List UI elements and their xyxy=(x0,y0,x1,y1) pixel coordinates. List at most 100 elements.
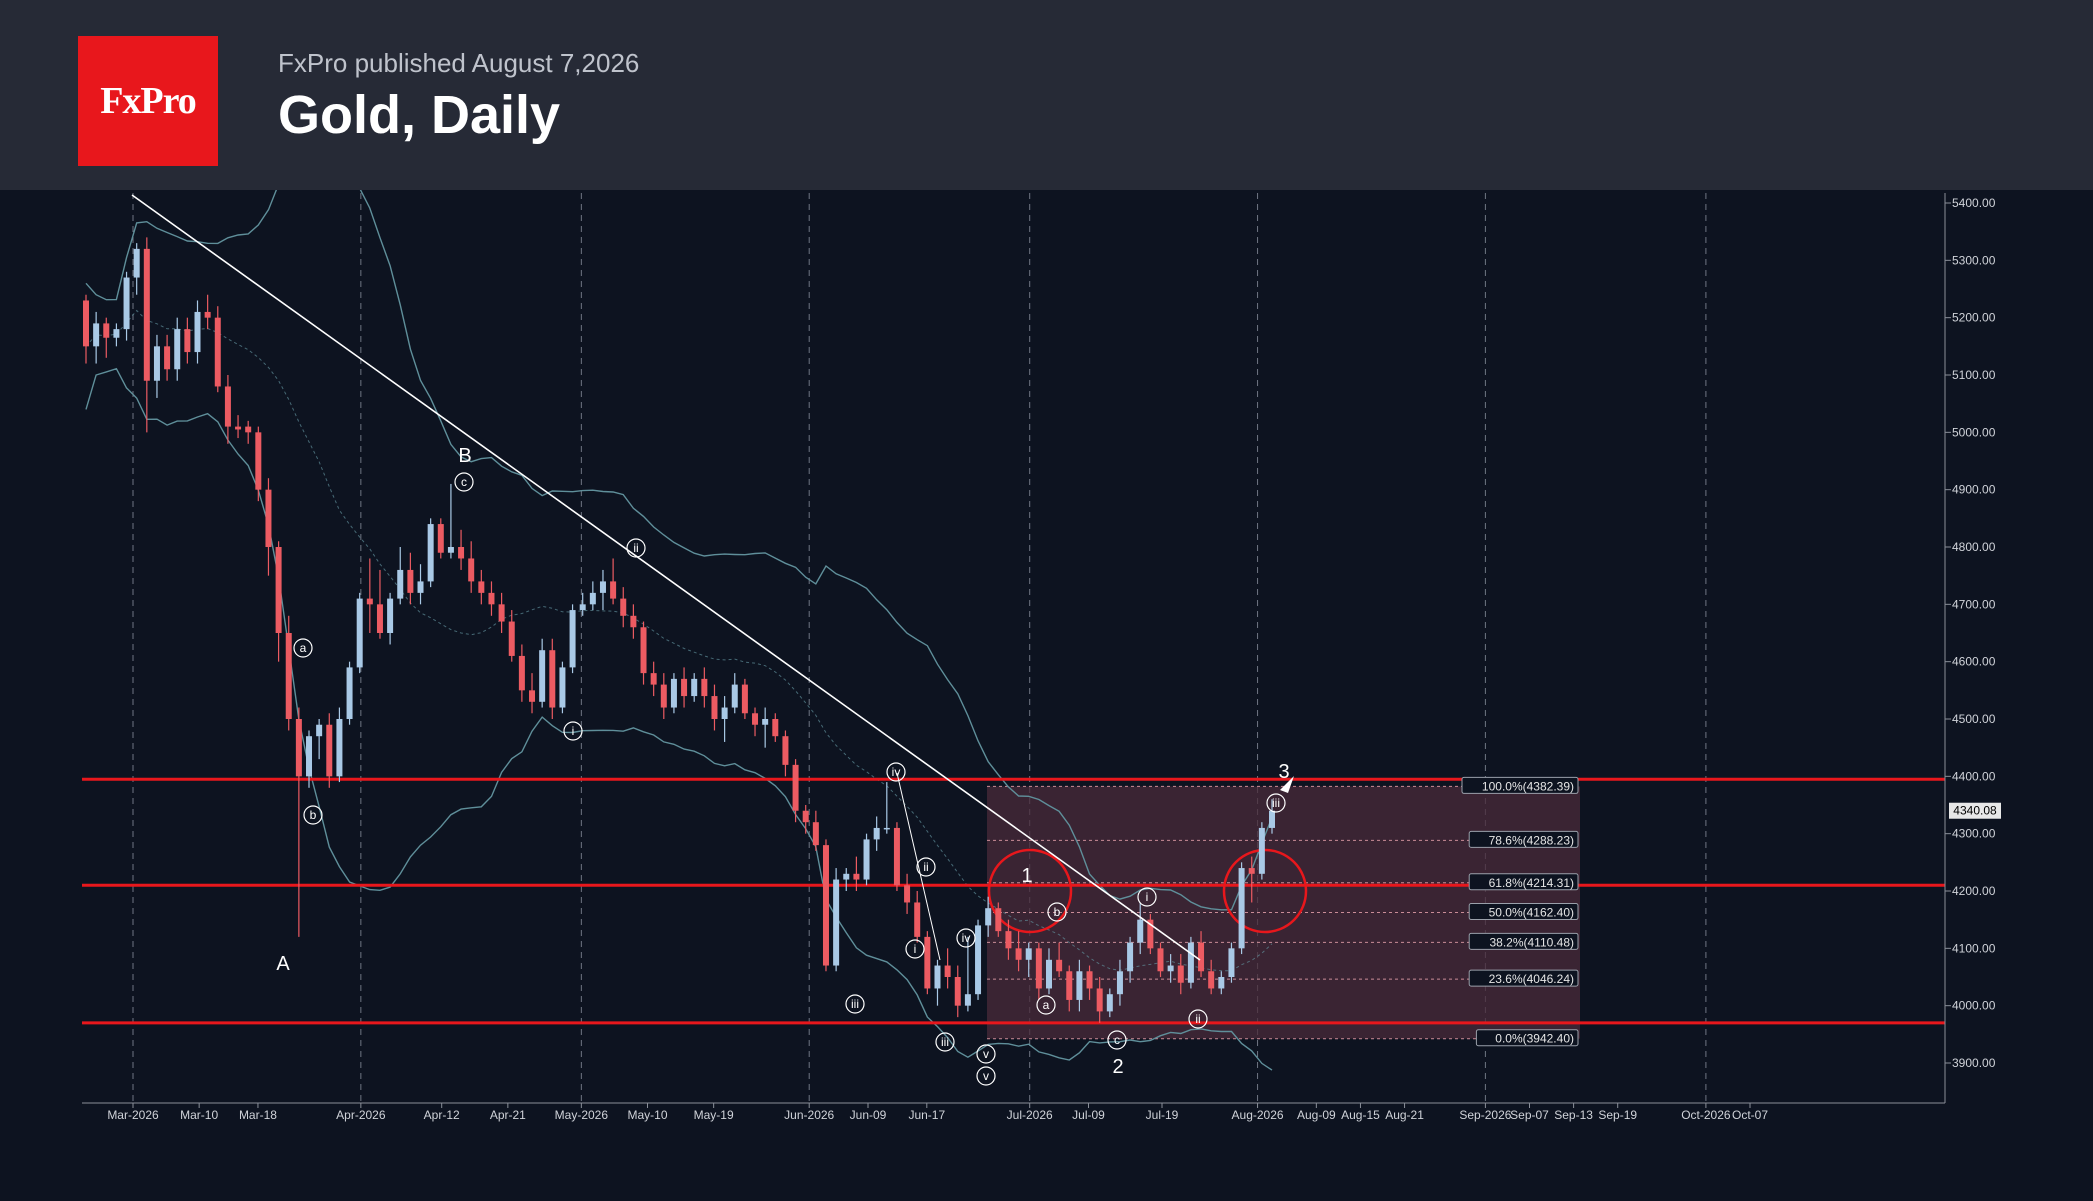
time-tick-label: Jun-09 xyxy=(850,1108,887,1122)
candle-body xyxy=(174,329,181,370)
candle-body xyxy=(944,965,951,977)
candle-body xyxy=(488,592,495,605)
price-tick-label: 5400.00 xyxy=(1952,196,1996,210)
time-tick-label: Jun-17 xyxy=(908,1108,945,1122)
wave-label-circle xyxy=(935,1032,955,1052)
arrow-icon xyxy=(1280,776,1294,793)
price-tick-label: 5200.00 xyxy=(1952,311,1996,325)
candle-body xyxy=(356,598,363,668)
fib-label: 38.2%(4110.48) xyxy=(1489,935,1574,949)
price-tick-label: 4200.00 xyxy=(1952,884,1996,898)
candle-body xyxy=(873,827,880,840)
wave-label-circle xyxy=(916,857,936,877)
time-tick-label: Apr-2026 xyxy=(336,1108,386,1122)
fib-label: 23.6%(4046.24) xyxy=(1489,972,1574,986)
wave-label: i xyxy=(1146,890,1149,904)
wave-label: b xyxy=(1054,905,1061,919)
wave-label: iii xyxy=(851,997,859,1011)
candle-body xyxy=(934,965,941,989)
candle-body xyxy=(164,346,171,370)
time-tick-label: Mar-18 xyxy=(239,1108,277,1122)
wave-label-circle xyxy=(845,994,865,1014)
wave-label: 1 xyxy=(1021,865,1032,887)
price-tick-label: 4900.00 xyxy=(1952,483,1996,497)
fib-label: 100.0%(4382.39) xyxy=(1482,779,1574,793)
wave-label-circle xyxy=(1266,793,1286,813)
wave-line xyxy=(896,772,941,961)
candle-body xyxy=(741,684,748,714)
candle-body xyxy=(1086,971,1093,989)
time-tick-label: Sep-2026 xyxy=(1459,1108,1511,1122)
candle-body xyxy=(346,667,353,719)
candle-body xyxy=(437,524,444,553)
candle-body xyxy=(975,925,982,995)
candle-body xyxy=(1076,971,1083,1000)
candle-body xyxy=(863,839,870,880)
middle-band xyxy=(85,309,1273,972)
price-tick-label: 4600.00 xyxy=(1952,655,1996,669)
candle-body xyxy=(214,317,221,387)
candle-body xyxy=(1056,959,1063,972)
candle-body xyxy=(1167,965,1174,972)
candle-body xyxy=(853,873,860,880)
candle-body xyxy=(589,592,596,605)
price-tick-label: 4400.00 xyxy=(1952,769,1996,783)
price-tick-label: 4500.00 xyxy=(1952,712,1996,726)
candle-body xyxy=(529,690,536,702)
wave-label: ii xyxy=(1195,1012,1200,1026)
fib-label: 78.6%(4288.23) xyxy=(1489,833,1574,847)
time-tick-label: Apr-12 xyxy=(424,1108,460,1122)
wave-label: c xyxy=(461,475,467,489)
candle-body xyxy=(924,936,931,989)
candle-body xyxy=(762,719,769,725)
candle-body xyxy=(599,581,606,593)
candle-body xyxy=(711,696,718,719)
wave-label-circle xyxy=(303,805,323,825)
candle-body xyxy=(691,678,698,697)
candle-body xyxy=(620,598,627,616)
candle-body xyxy=(1228,948,1235,977)
candle-body xyxy=(255,432,262,490)
candle-body xyxy=(458,547,465,559)
wave-label-circle xyxy=(1036,995,1056,1015)
time-tick-label: Jul-19 xyxy=(1146,1108,1179,1122)
time-tick-label: May-19 xyxy=(694,1108,734,1122)
logo-text: FxPro xyxy=(100,80,197,122)
fib-label: 50.0%(4162.40) xyxy=(1489,906,1574,920)
chart-header: FxPro FxPro published August 7,2026 Gold… xyxy=(0,0,2093,190)
wave-label: iv xyxy=(962,931,971,945)
wave-label-circle xyxy=(905,939,925,959)
chart-area[interactable]: A B 1 2 3 a b c i ii iv ii iii i iv iii v v a b c i ii iii 100.… xyxy=(0,115,2093,1196)
fib-label: 61.8%(4214.31) xyxy=(1489,876,1574,890)
wave-label-circle xyxy=(976,1066,996,1086)
candle-body xyxy=(1005,931,1012,949)
price-tick-label: 4800.00 xyxy=(1952,540,1996,554)
candle-body xyxy=(376,604,383,633)
candle-body xyxy=(904,885,911,903)
time-tick-label: Oct-2026 xyxy=(1681,1108,1731,1122)
candle-body xyxy=(802,810,809,823)
time-tick-label: May-2026 xyxy=(555,1108,609,1122)
time-tick-label: Aug-15 xyxy=(1341,1108,1380,1122)
candle-body xyxy=(640,627,647,674)
wave-label-circle xyxy=(1137,887,1157,907)
wave-label: a xyxy=(300,641,307,655)
candle-body xyxy=(964,994,971,1006)
published-date: FxPro published August 7,2026 xyxy=(278,48,640,78)
fib-label-box xyxy=(1461,776,1579,794)
candle-body xyxy=(569,610,576,668)
candle-body xyxy=(468,558,475,582)
candle-body xyxy=(1208,971,1215,989)
candle-body xyxy=(630,615,637,628)
time-tick-label: Jul-09 xyxy=(1072,1108,1105,1122)
price-tick-label: 4300.00 xyxy=(1952,827,1996,841)
candle-body xyxy=(427,524,434,582)
wave-label: B xyxy=(458,445,471,467)
candle-body xyxy=(539,650,546,702)
time-tick-label: Sep-19 xyxy=(1598,1108,1637,1122)
wave-label: ii xyxy=(923,860,928,874)
price-tick-label: 5000.00 xyxy=(1952,425,1996,439)
candle-body xyxy=(498,604,505,622)
candle-body xyxy=(812,822,819,846)
